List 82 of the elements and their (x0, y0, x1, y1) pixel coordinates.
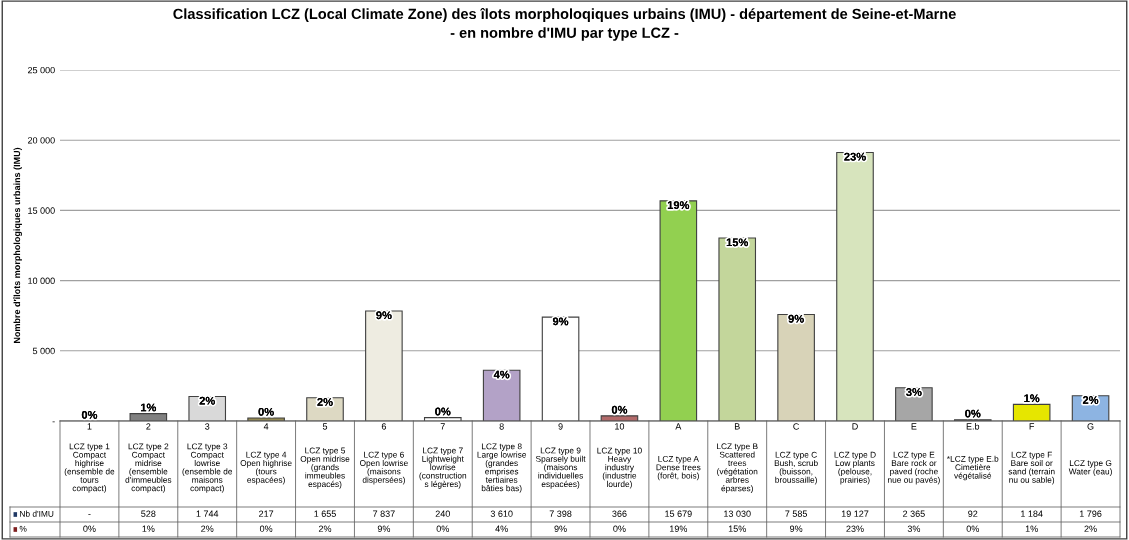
text: 19% (669, 525, 688, 532)
y-tick-label: - (52, 421, 55, 423)
data-label: - (88, 514, 91, 515)
annotation: 15% (726, 238, 749, 247)
annotation: 19% (667, 201, 690, 210)
category-label: E.b *LCZ type E.b Cimetière végétalisé (946, 423, 999, 481)
data-label: 7 398 (549, 510, 572, 517)
category-label: 2 LCZ type 2 Compact midrise (ensemble d'immeubles compact) (125, 423, 172, 493)
data-label: 1 655 (314, 510, 336, 517)
data-label: 240 (435, 510, 450, 517)
annotation: 9% (788, 314, 804, 323)
text: 9% (377, 525, 391, 532)
category-label: 7 LCZ type 7 Lightweight lowrise (construction s légères) (419, 423, 467, 489)
text: 0% (966, 525, 979, 532)
data-label: 1 796 (1079, 510, 1102, 517)
y-tick-label: 10 000 (28, 277, 55, 284)
data-label: 13 030 (724, 510, 751, 517)
annotation: 4% (493, 370, 510, 379)
data-label: 2 365 (903, 510, 925, 517)
annotation: 23% (844, 152, 866, 161)
text: 3% (907, 525, 921, 532)
text: 9% (554, 525, 567, 532)
text: 15% (728, 525, 746, 532)
category-label: E LCZ type E Bare rock or paved (roche nue ou pavés) (888, 423, 940, 485)
text: 2% (201, 525, 214, 532)
y-axis-title: Nombre d'îlots morphologiques urbains (IMU) (13, 147, 22, 344)
y-tick-label: 15 000 (28, 207, 55, 214)
category-label: G LCZ type G Water (eau) (1068, 423, 1112, 477)
y-tick-label: 20 000 (27, 137, 55, 144)
text: 0% (83, 525, 96, 532)
y-tick-label: 25 000 (27, 66, 55, 74)
category-label: C LCZ type C Bush, scrub (buisson, broussaille) (774, 423, 818, 485)
data-label: 217 (259, 510, 274, 517)
annotation: 0% (965, 409, 981, 418)
category-label: B LCZ type B Scattered trees (végétation arbres éparses) (717, 423, 758, 493)
data-label: 3 610 (490, 510, 513, 517)
text: % (19, 525, 27, 532)
annotation: 3% (906, 388, 922, 396)
annotation: 2% (1082, 396, 1099, 404)
annotation: 9% (552, 317, 569, 326)
category-label: 4 LCZ type 4 Open highrise (tours espacées) (240, 423, 292, 485)
category-label: D LCZ type D Low plants (pelouse, prairies) (834, 423, 876, 485)
data-label: 15 679 (665, 510, 692, 517)
text: Nb d'IMU (20, 510, 54, 517)
text: 0% (436, 525, 449, 532)
annotation: 0% (611, 405, 628, 414)
data-label: 1 744 (196, 510, 219, 517)
text: 4% (495, 525, 508, 532)
data-label: 1 184 (1021, 510, 1043, 517)
annotation: 0% (435, 407, 451, 416)
data-label: 7 585 (785, 510, 808, 517)
annotation: 2% (199, 396, 215, 405)
category-label: 1 LCZ type 1 Compact highrise (ensemble de tours compact) (64, 423, 115, 493)
annotation: 0% (258, 407, 274, 416)
text: 23% (846, 525, 864, 532)
category-label: A LCZ type A Dense trees (forêt, bois) (656, 423, 701, 481)
category-label: 3 LCZ type 3 Compact lowrise (ensemble de maisons compact) (182, 423, 233, 493)
text: 0% (613, 525, 626, 532)
y-tick-label: 5 000 (32, 347, 55, 355)
data-label: 19 127 (841, 510, 869, 517)
category-label: 9 LCZ type 9 Sparsely built (maisons individuelles espacées) (535, 423, 586, 489)
data-label: 528 (141, 510, 156, 517)
text: 1% (1025, 525, 1038, 532)
annotation: 9% (376, 311, 392, 320)
annotation: 0% (81, 410, 98, 419)
category-label: 6 LCZ type 6 Open lowrise (maisons dispersées) (359, 423, 408, 485)
chart-title: Classification LCZ (Local Climate Zone) des îlots morpholoqiques urbains (IMU) - département de Seine-et-Marne - en nombre d'IMU par type LCZ - (173, 8, 956, 41)
category-label: 8 LCZ type 8 Large lowrise (grandes emprises tertiaires bâties bas) (477, 423, 527, 493)
text: 2% (318, 525, 332, 532)
text: 0% (259, 525, 273, 532)
annotation: 2% (317, 398, 333, 406)
category-label: 10 LCZ type 10 Heavy industry (industrie lourde) (597, 423, 642, 489)
text: 9% (790, 525, 803, 532)
text: 1% (142, 525, 155, 532)
text: 2% (1084, 525, 1097, 532)
data-label: 7 837 (373, 510, 395, 517)
data-label: 366 (612, 510, 627, 517)
annotation: 1% (1024, 394, 1040, 403)
category-label: 5 LCZ type 5 Open midrise (grands immeubles espacés) (300, 423, 350, 489)
annotation: 1% (141, 403, 157, 412)
data-label: 92 (968, 510, 978, 517)
category-label: F LCZ type F Bare soil or sand (terrain nu ou sable) (1008, 423, 1055, 485)
